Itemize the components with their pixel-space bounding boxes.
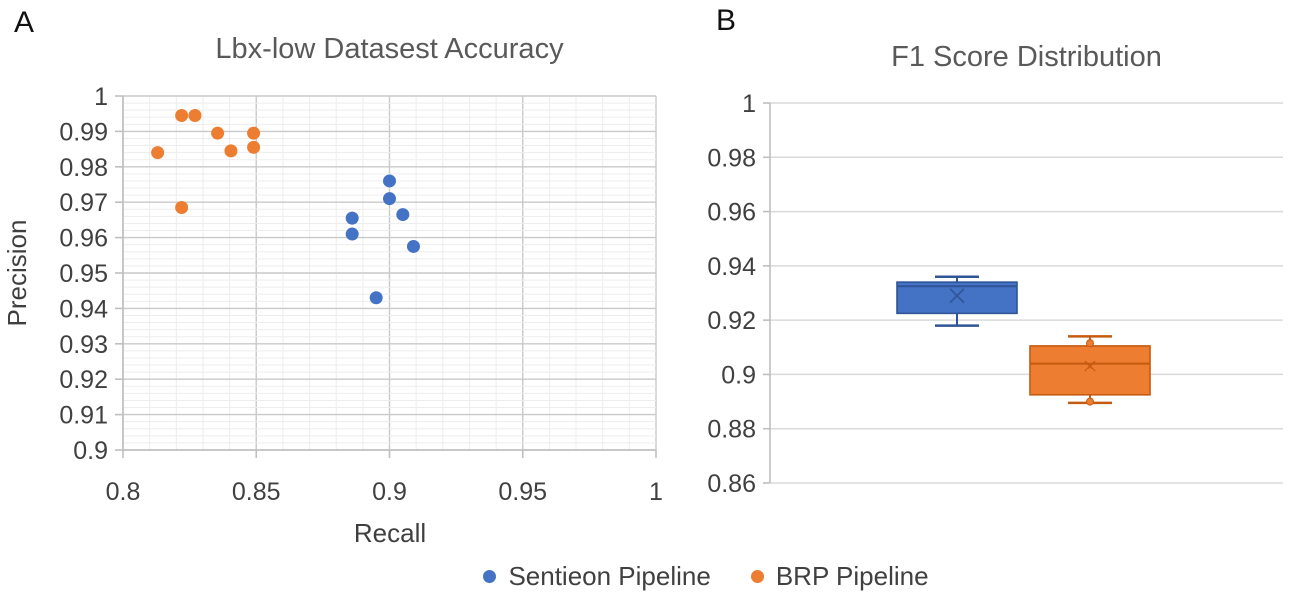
- y-tick-label: 0.98: [707, 144, 756, 172]
- box-grid: [770, 102, 1283, 484]
- legend-marker-sentieon-icon: [483, 570, 497, 583]
- y-tick-label: 0.9: [721, 361, 756, 389]
- box-tick-labels: 0.86 0.88 0.9 0.92 0.94 0.96 0.98 1: [707, 90, 756, 498]
- box-plots: [896, 275, 1151, 406]
- y-tick-label: 0.95: [59, 260, 108, 288]
- y-tick-label: 0.97: [59, 189, 108, 217]
- scatter-points: [151, 108, 420, 305]
- x-tick-label: 0.8: [106, 478, 141, 506]
- boxplot-brp: [1029, 335, 1151, 406]
- x-tick-label: 1: [649, 478, 663, 506]
- scatter-point: [211, 126, 225, 140]
- legend-item-sentieon: Sentieon Pipeline: [483, 561, 711, 592]
- mean-marker: [1084, 360, 1096, 372]
- panel-a-letter: A: [14, 6, 35, 39]
- y-tick-label: 0.93: [59, 331, 108, 359]
- series-brp: [151, 108, 261, 215]
- y-tick-label: 0.91: [59, 402, 108, 430]
- legend-label-sentieon: Sentieon Pipeline: [508, 561, 711, 591]
- scatter-point: [369, 291, 383, 305]
- y-tick-label: 0.9: [73, 437, 108, 465]
- y-tick-label: 0.86: [707, 470, 756, 498]
- data-point-filled: [1086, 339, 1094, 348]
- box-plot-chart: 0.86 0.88 0.9 0.92 0.94 0.96 0.98 1: [707, 90, 1283, 498]
- scatter-axes: [115, 95, 657, 458]
- y-tick-label: 0.94: [707, 253, 756, 281]
- box-axes: [763, 102, 771, 484]
- scatter-chart: 0.90.910.920.930.940.950.960.970.980.991…: [2, 83, 663, 548]
- data-point-open: [1085, 353, 1095, 363]
- scatter-grid: [122, 95, 657, 451]
- scatter-point: [383, 192, 396, 206]
- boxplot-sentieon: [896, 275, 1018, 327]
- y-tick-label: 1: [94, 83, 108, 111]
- scatter-point: [247, 140, 261, 154]
- x-tick-label: 0.95: [498, 478, 547, 506]
- scatter-point: [345, 211, 359, 225]
- x-tick-label: 0.85: [232, 478, 281, 506]
- y-tick-label: 0.92: [59, 366, 108, 394]
- panel-a-title: Lbx-low Datasest Accuracy: [215, 33, 564, 65]
- y-tick-label: 0.98: [59, 154, 108, 182]
- y-tick-label: 0.88: [707, 416, 756, 444]
- box-rect: [896, 281, 1018, 315]
- panel-b-letter: B: [716, 4, 737, 37]
- legend-marker-brp-icon: [750, 570, 764, 583]
- y-tick-label: 0.94: [59, 295, 108, 323]
- x-axis-title: Recall: [354, 518, 426, 548]
- y-tick-label: 0.96: [59, 225, 108, 253]
- scatter-point: [151, 146, 165, 160]
- scatter-point: [406, 239, 420, 253]
- y-tick-label: 0.96: [707, 199, 756, 227]
- scatter-point: [383, 174, 396, 188]
- y-tick-label: 1: [742, 90, 756, 118]
- box-rect: [1029, 345, 1151, 396]
- scatter-point: [175, 108, 189, 122]
- scatter-tick-labels: 0.90.910.920.930.940.950.960.970.980.991…: [59, 83, 663, 506]
- legend-label-brp: BRP Pipeline: [775, 561, 929, 591]
- data-point-filled: [1086, 397, 1094, 406]
- y-tick-label: 0.92: [707, 307, 756, 335]
- x-tick-label: 0.9: [372, 478, 407, 506]
- series-sentieon: [345, 174, 420, 305]
- legend: Sentieon Pipeline BRP Pipeline: [0, 561, 1316, 592]
- y-axis-title: Precision: [2, 220, 32, 327]
- scatter-point: [345, 227, 359, 241]
- scatter-point: [396, 208, 410, 222]
- legend-item-brp: BRP Pipeline: [750, 561, 929, 592]
- scatter-point: [224, 144, 238, 158]
- panel-b-title: F1 Score Distribution: [891, 41, 1162, 73]
- scatter-point: [175, 201, 189, 215]
- data-point-open: [1085, 368, 1095, 378]
- scatter-point: [247, 126, 261, 140]
- y-tick-label: 0.99: [59, 118, 108, 146]
- scatter-point: [188, 108, 202, 122]
- mean-marker: [949, 288, 965, 304]
